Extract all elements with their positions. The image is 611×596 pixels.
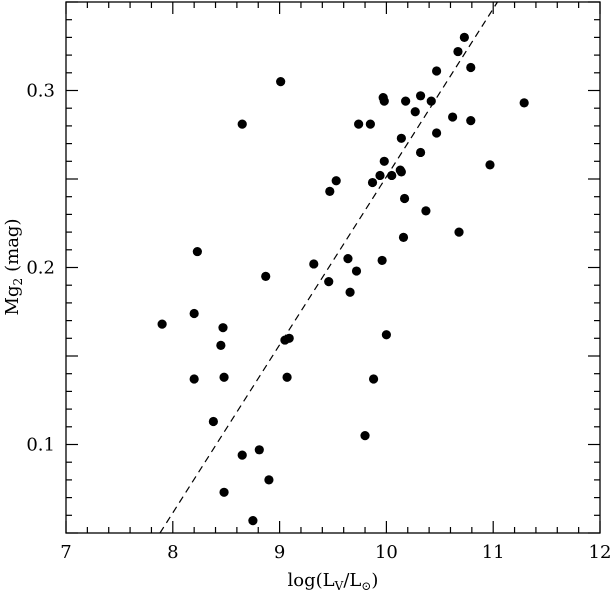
data-point [410, 107, 420, 117]
axis-ticks [65, 1, 601, 534]
data-point [237, 450, 247, 460]
y-tick-label: 0.1 [26, 435, 55, 456]
data-point [354, 119, 364, 129]
data-point [396, 167, 406, 177]
data-point [379, 96, 389, 106]
x-tick-label: 9 [274, 542, 285, 563]
x-tick-label: 11 [482, 542, 505, 563]
data-point [466, 62, 476, 73]
data-point [454, 227, 464, 237]
data-point [453, 46, 463, 57]
data-point [398, 232, 409, 243]
y-tick-label: 0.2 [26, 258, 55, 279]
data-point [360, 431, 370, 441]
data-point [368, 374, 379, 384]
data-point [264, 475, 274, 485]
fit-line [159, 1, 498, 534]
y-tick-label: 0.3 [26, 81, 55, 102]
data-point [367, 177, 378, 188]
data-point [381, 330, 391, 340]
data-point [284, 333, 294, 343]
data-point [396, 133, 406, 143]
data-point [426, 96, 436, 106]
data-point [343, 254, 353, 264]
data-point [208, 416, 218, 427]
data-point [448, 112, 458, 122]
plot-frame [65, 1, 601, 534]
data-point [459, 32, 469, 43]
x-tick-label: 8 [167, 542, 178, 563]
data-point [421, 206, 431, 216]
x-tick-label: 10 [375, 542, 398, 563]
tick-labels: 7 8 9 10 11 12 0.1 0.2 0.3 [26, 81, 611, 564]
data-point [192, 246, 202, 257]
data-points [157, 32, 529, 526]
data-point [157, 319, 167, 329]
data-point [219, 372, 229, 382]
data-point [365, 119, 375, 129]
data-point [219, 487, 229, 497]
data-point [189, 308, 199, 319]
data-point [325, 186, 335, 196]
data-point [254, 445, 264, 455]
data-point [216, 340, 226, 350]
data-point [375, 170, 385, 181]
data-point [248, 516, 258, 526]
data-point [379, 156, 389, 166]
data-point [218, 323, 228, 333]
data-point [309, 259, 319, 269]
data-point [401, 96, 411, 106]
data-point [282, 372, 292, 382]
data-point [345, 287, 355, 297]
data-point [387, 170, 397, 181]
data-point [331, 176, 341, 186]
data-point [261, 271, 271, 281]
data-point [377, 255, 387, 266]
x-tick-label: 7 [60, 542, 71, 563]
x-axis-label: log(LV/L⊙) [288, 570, 379, 593]
data-point [431, 128, 442, 138]
data-point [485, 160, 495, 170]
y-axis-label: Mg2(mag) [2, 219, 25, 316]
data-point [276, 77, 286, 87]
data-point [466, 115, 476, 126]
data-point [431, 66, 442, 76]
data-point [519, 98, 529, 108]
data-point [237, 119, 247, 129]
data-point [351, 266, 362, 276]
data-point [399, 193, 410, 204]
data-point [415, 91, 426, 101]
data-point [324, 277, 334, 287]
data-point [189, 374, 199, 384]
data-point [415, 147, 426, 158]
fit-line-group [159, 1, 498, 534]
x-tick-label: 12 [589, 542, 611, 563]
